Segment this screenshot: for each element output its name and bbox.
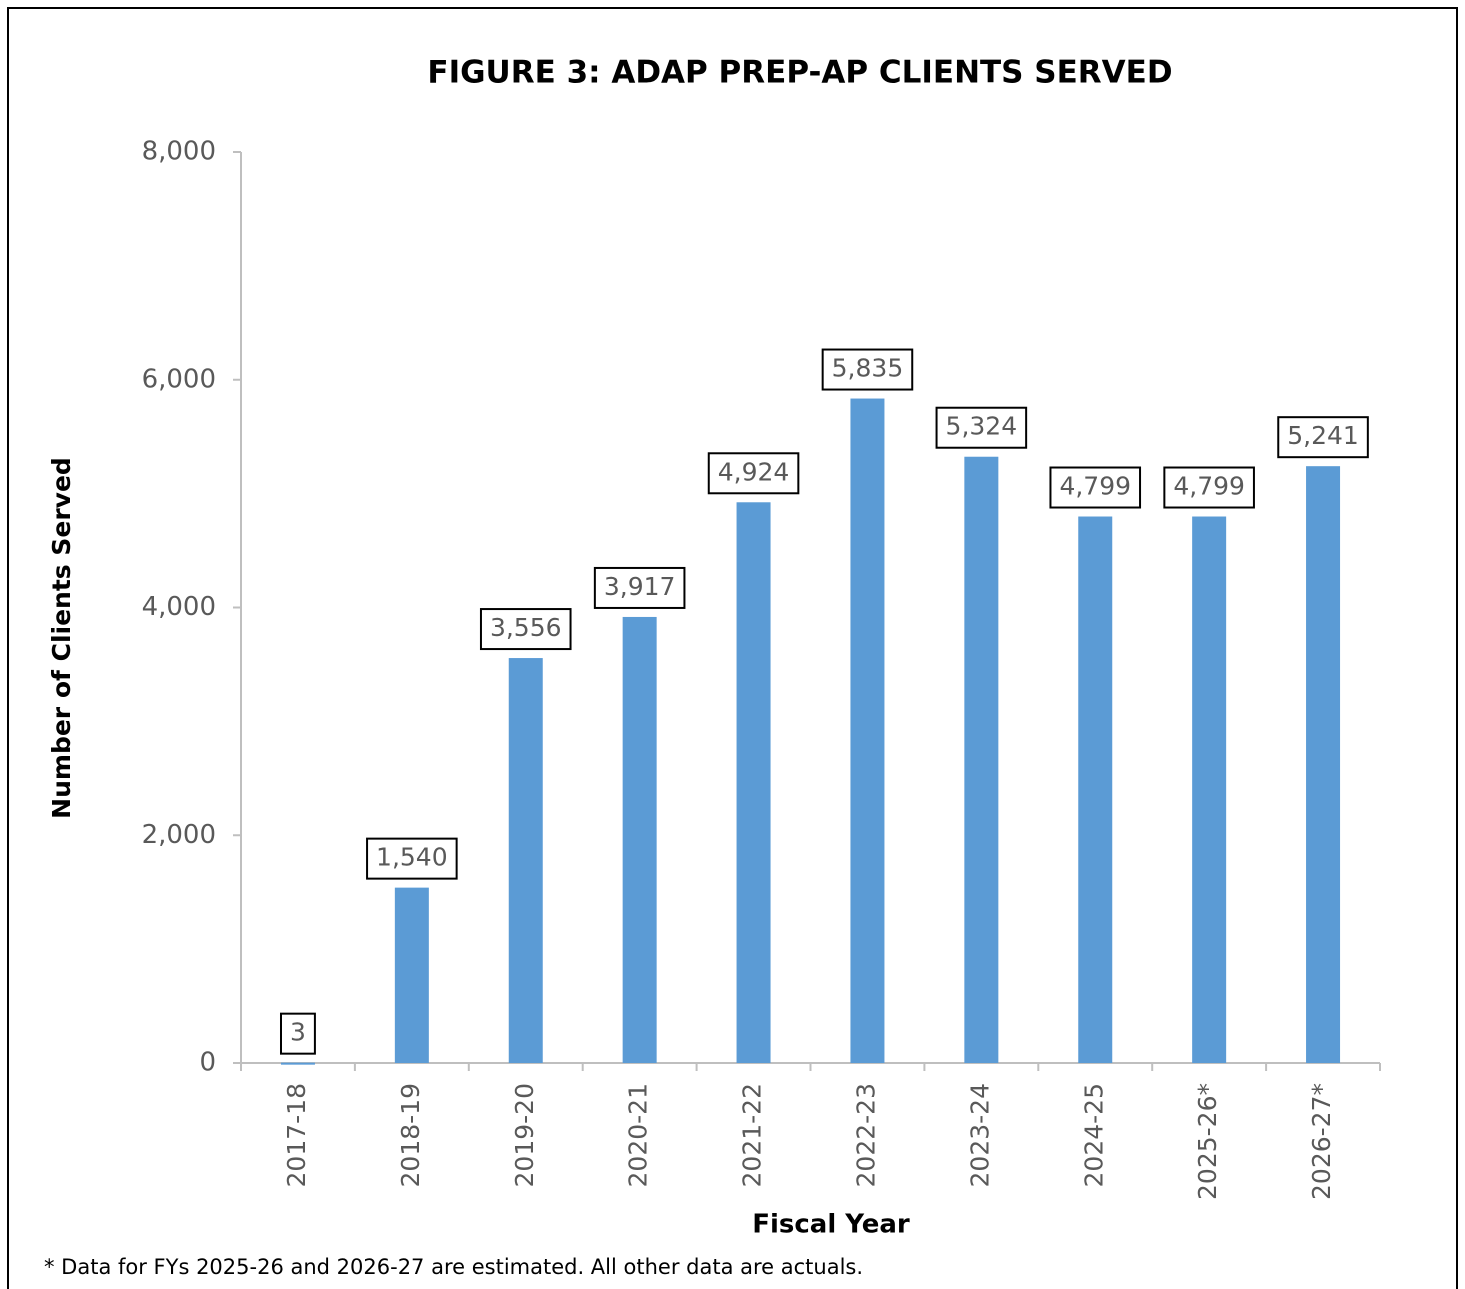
data-label-box — [707, 452, 800, 495]
y-tick-label: 8,000 — [142, 137, 216, 167]
data-label: 3,556 — [490, 613, 562, 642]
x-axis-label: Fiscal Year — [752, 1210, 910, 1240]
y-tick-label: 4,000 — [142, 592, 216, 622]
x-tick-label: 2024-25 — [1079, 1083, 1108, 1187]
data-label-box — [479, 608, 572, 651]
x-tick-label: 2025-26* — [1193, 1083, 1222, 1200]
bar — [622, 616, 657, 1063]
data-label: 3,917 — [604, 572, 676, 601]
footnote: * Data for FYs 2025-26 and 2026-27 are e… — [44, 1255, 863, 1279]
data-label-box — [1163, 466, 1255, 509]
y-tick-label: 2,000 — [142, 820, 216, 850]
bar — [1192, 516, 1227, 1063]
bar — [850, 398, 885, 1063]
data-label-box — [821, 348, 914, 391]
chart-title: FIGURE 3: ADAP PREP-AP CLIENTS SERVED — [427, 55, 1172, 91]
data-label: 5,324 — [946, 412, 1018, 441]
data-label-box — [1049, 466, 1142, 509]
x-tick-label: 2018-19 — [396, 1083, 425, 1187]
bar — [964, 456, 999, 1063]
data-label: 1,540 — [376, 843, 448, 872]
data-label: 4,924 — [718, 457, 790, 486]
bar — [280, 1062, 315, 1065]
data-label-box — [593, 566, 686, 609]
data-label: 4,799 — [1059, 472, 1131, 501]
data-label-box — [366, 837, 458, 880]
data-label: 5,835 — [832, 354, 904, 383]
data-label-box — [935, 406, 1028, 449]
x-tick-label: 2017-18 — [282, 1083, 311, 1187]
x-tick-label: 2023-24 — [965, 1083, 994, 1187]
x-tick-label: 2026-27* — [1307, 1083, 1336, 1200]
data-label-box — [279, 1012, 316, 1055]
x-tick-label: 2021-22 — [738, 1083, 767, 1187]
x-tick-label: 2019-20 — [510, 1083, 539, 1187]
y-tick-label: 6,000 — [142, 364, 216, 394]
bar — [1078, 516, 1113, 1063]
data-label: 5,241 — [1287, 421, 1359, 450]
bar — [1306, 466, 1341, 1063]
bar — [394, 887, 429, 1063]
frame — [7, 7, 1458, 1289]
bar — [736, 502, 771, 1063]
data-label: 4,799 — [1173, 472, 1245, 501]
data-label: 3 — [290, 1018, 306, 1047]
x-tick-label: 2022-23 — [851, 1083, 880, 1187]
bar — [508, 658, 543, 1063]
data-label-box — [1277, 416, 1369, 459]
y-axis-label: Number of Clients Served — [47, 457, 76, 819]
x-tick-label: 2020-21 — [624, 1083, 653, 1187]
y-tick-label: 0 — [199, 1048, 216, 1078]
